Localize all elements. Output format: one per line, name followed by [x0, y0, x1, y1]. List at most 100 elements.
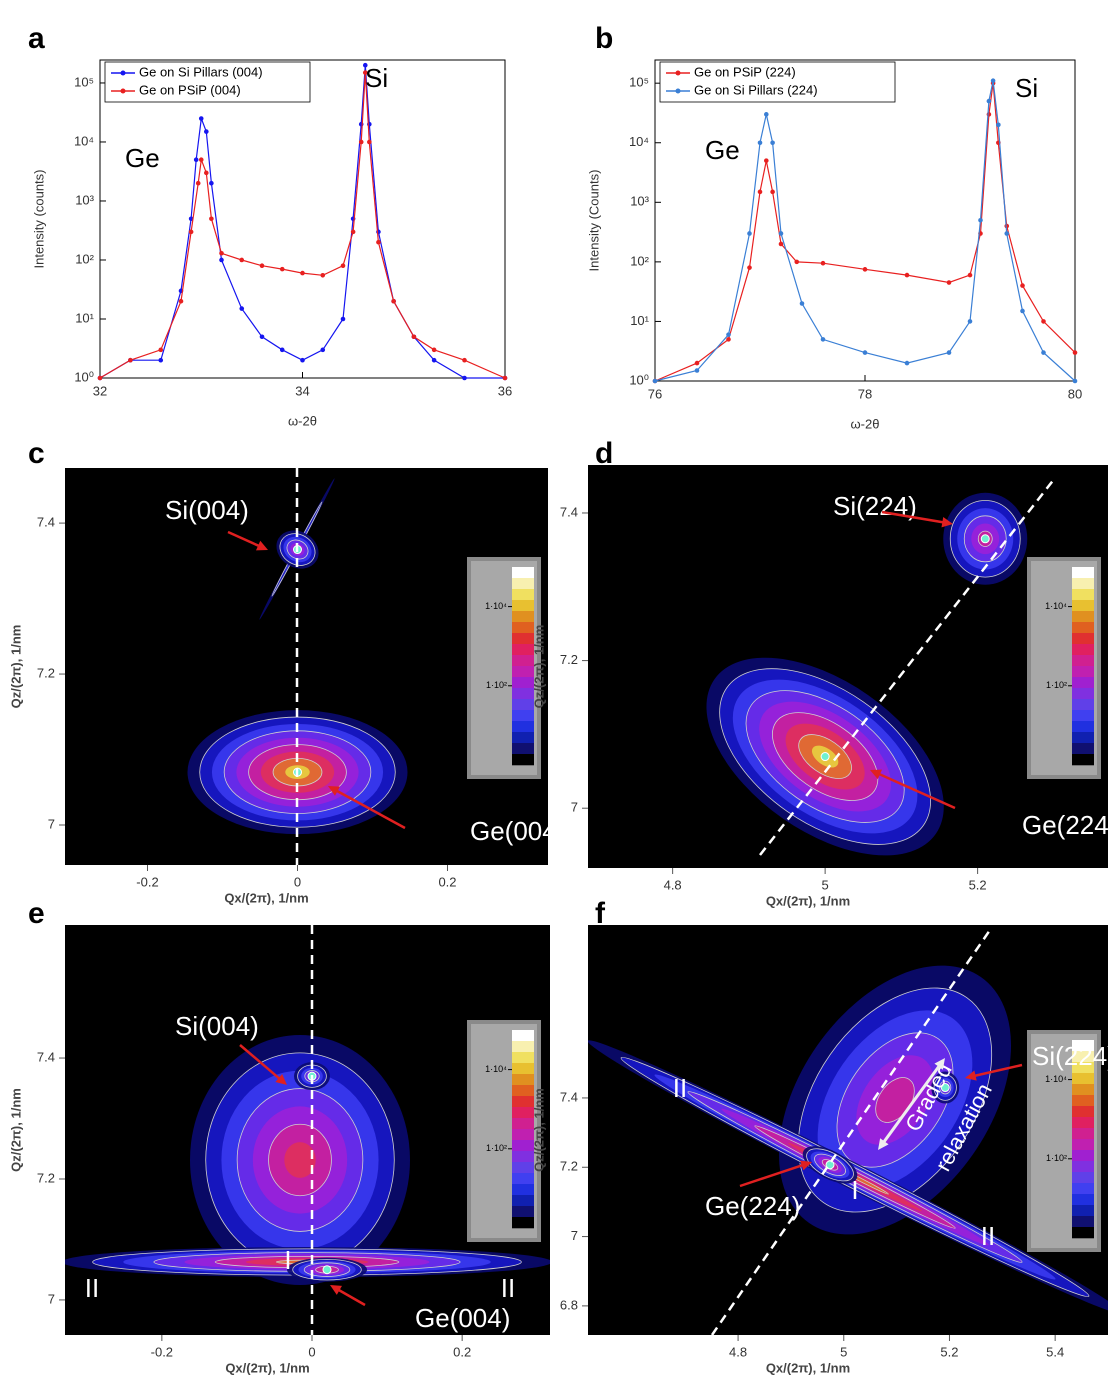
y-tick-label: 10⁵	[74, 74, 94, 89]
x-axis-title: Qx/(2π), 1/nm	[224, 890, 308, 905]
colorbar-band	[512, 666, 534, 678]
y-tick-label: 10⁴	[629, 134, 649, 149]
data-point	[239, 257, 245, 263]
data-point	[1041, 319, 1046, 324]
colorbar-band	[1072, 754, 1094, 766]
series-line	[654, 80, 1076, 382]
y-axis-title: Intensity (counts)	[31, 170, 46, 269]
y-tick-label: 10⁰	[629, 372, 649, 387]
colorbar-band	[1072, 1150, 1094, 1162]
peak-label: Ge(224)	[705, 1191, 800, 1221]
y-tick-label: 7.2	[37, 1170, 55, 1185]
map-area	[65, 1035, 550, 1285]
peak-label: Si(004)	[165, 495, 249, 525]
data-point	[259, 334, 265, 340]
colorbar-band	[512, 1173, 534, 1185]
colorbar-band	[512, 611, 534, 623]
data-point	[340, 316, 346, 322]
intensity-contour	[284, 1142, 316, 1178]
data-point	[204, 129, 209, 134]
colorbar-band	[1072, 1106, 1094, 1118]
data-point	[1041, 350, 1046, 355]
data-point	[652, 378, 658, 384]
peak-center	[820, 752, 830, 762]
colorbar-band	[512, 1195, 534, 1207]
data-point	[97, 375, 103, 381]
peak-annotation: Ge	[125, 143, 160, 173]
y-tick-label: 10³	[630, 194, 649, 209]
data-point	[188, 229, 194, 235]
y-tick-label: 7	[48, 1291, 55, 1306]
panel-label: d	[595, 437, 613, 470]
colorbar-band	[1072, 1117, 1094, 1129]
colorbar-band	[1072, 1040, 1094, 1052]
colorbar-band	[512, 1184, 534, 1196]
data-point	[431, 347, 437, 353]
colorbar-band	[1072, 633, 1094, 645]
legend-label: Ge on PSiP (004)	[139, 82, 241, 97]
y-tick-label: 10⁰	[74, 369, 94, 384]
y-tick-label: 7.2	[37, 665, 55, 680]
data-point	[946, 350, 952, 355]
arrow-head	[275, 1074, 287, 1085]
data-point	[367, 139, 372, 145]
peak-center	[825, 1160, 835, 1170]
x-tick-label: 0	[308, 1344, 315, 1359]
y-tick-label: 10²	[75, 251, 94, 266]
data-point	[259, 263, 265, 269]
colorbar-band	[512, 1151, 534, 1163]
colorbar-band	[512, 644, 534, 656]
colorbar-band	[512, 1041, 534, 1053]
colorbar-band	[1072, 1073, 1094, 1085]
y-tick-label: 7.4	[560, 504, 578, 519]
x-tick-label: 78	[858, 386, 872, 401]
data-point	[862, 350, 868, 355]
data-point	[726, 332, 731, 337]
colorbar-band	[512, 633, 534, 645]
x-tick-label: 5	[840, 1344, 847, 1359]
x-tick-label: 0.2	[438, 874, 456, 889]
colorbar-band	[512, 1206, 534, 1218]
data-point	[462, 357, 467, 363]
data-point	[195, 180, 201, 186]
x-tick-label: 80	[1068, 386, 1082, 401]
y-tick-label: 7	[48, 816, 55, 831]
panel-label: f	[595, 897, 606, 930]
y-tick-label: 7.4	[37, 515, 55, 530]
data-point	[820, 260, 826, 266]
colorbar-band	[1072, 1062, 1094, 1074]
colorbar-band	[512, 1063, 534, 1075]
x-tick-label: 4.8	[664, 877, 682, 892]
plot-frame	[654, 59, 1076, 382]
colorbar-band	[1072, 644, 1094, 656]
y-tick-label: 7.2	[560, 652, 578, 667]
data-point	[967, 319, 973, 324]
annotation: II	[673, 1073, 687, 1103]
arrow-shaft	[974, 1063, 1023, 1078]
y-axis-title: Qz/(2π), 1/nm	[8, 625, 23, 709]
data-point	[502, 375, 508, 381]
colorbar-tick-label: 1·10²	[486, 680, 507, 690]
colorbar-band	[1072, 666, 1094, 678]
colorbar-band	[1072, 699, 1094, 711]
colorbar-band	[1072, 578, 1094, 590]
annotation: II	[501, 1273, 515, 1303]
colorbar-band	[1072, 1216, 1094, 1228]
colorbar-band	[1072, 677, 1094, 689]
data-point	[1020, 308, 1025, 314]
data-point	[462, 375, 467, 381]
x-tick-label: 4.8	[729, 1344, 747, 1359]
data-point	[279, 266, 285, 272]
data-point	[219, 250, 224, 256]
data-point	[300, 357, 305, 363]
colorbar-band	[512, 721, 534, 733]
x-tick-label: -0.2	[151, 1344, 173, 1359]
colorbar-band	[512, 578, 534, 590]
arrow-head	[941, 517, 953, 528]
map-area	[588, 965, 1108, 1314]
arrow-shaft	[739, 1163, 804, 1188]
x-tick-label: 34	[295, 383, 309, 398]
data-point	[996, 122, 1001, 128]
data-point	[358, 139, 364, 145]
colorbar-band	[1072, 600, 1094, 612]
